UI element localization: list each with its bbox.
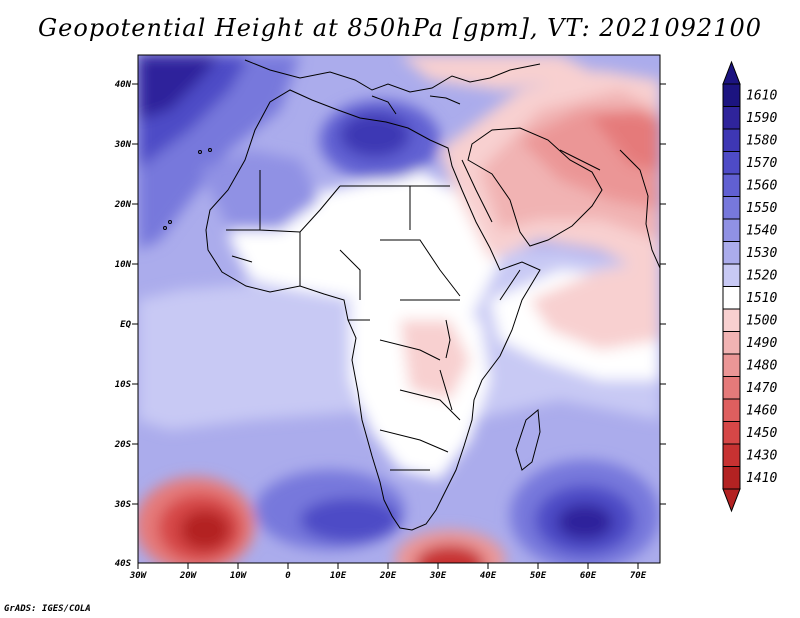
colorbar-label: 1490 <box>746 336 777 351</box>
colorbar-swatch <box>722 196 741 220</box>
lat-label-20s: 20S <box>114 440 132 450</box>
colorbar-swatch <box>722 151 741 175</box>
coastlines <box>163 59 660 531</box>
longitude-ticks <box>137 563 639 569</box>
colorbar-label: 1470 <box>746 381 777 396</box>
colorbar-arrow-top <box>722 60 741 85</box>
colorbar-label: 1500 <box>746 313 777 328</box>
colorbar-swatch <box>722 263 741 287</box>
colorbar-swatch <box>722 398 741 422</box>
colorbar-swatch <box>722 218 741 242</box>
colorbar-label: 1460 <box>746 403 777 418</box>
colorbar-label: 1590 <box>746 111 777 126</box>
colorbar-label: 1580 <box>746 133 777 148</box>
lon-label-10w: 10W <box>230 571 248 581</box>
lat-label-40s: 40S <box>115 559 132 569</box>
colorbar-label: 1560 <box>746 178 777 193</box>
lat-label-eq: EQ <box>120 320 131 330</box>
longitude-labels: 30W 20W 10W 0 10E 20E 30E 40E 50E 60E 70… <box>129 571 647 581</box>
lon-label-50e: 50E <box>530 571 547 581</box>
colorbar-swatch <box>722 128 741 152</box>
colorbar-swatch <box>722 443 741 467</box>
lon-label-20w: 20W <box>179 571 198 581</box>
colorbar-swatch <box>722 308 741 332</box>
grads-credit: GrADS: IGES/COLA <box>4 604 91 614</box>
map-title: Geopotential Height at 850hPa [gpm], VT:… <box>38 14 762 42</box>
colorbar-swatch <box>722 241 741 265</box>
colorbar-label: 1570 <box>746 156 777 171</box>
colorbar-swatch <box>722 466 741 490</box>
height-field <box>138 55 660 563</box>
colorbar-swatch <box>722 83 741 107</box>
colorbar-swatch <box>722 353 741 377</box>
lat-label-40n: 40N <box>115 80 132 90</box>
colorbar-swatch <box>722 173 741 197</box>
lon-label-40e: 40E <box>480 571 497 581</box>
colorbar-label: 1610 <box>746 88 777 103</box>
map-frame <box>137 54 661 564</box>
lon-label-20e: 20E <box>379 571 397 581</box>
lat-label-10n: 10N <box>115 260 132 270</box>
lon-label-10e: 10E <box>330 571 347 581</box>
lon-label-30w: 30W <box>129 571 148 581</box>
lon-label-30e: 30E <box>429 571 447 581</box>
lat-label-30s: 30S <box>114 500 132 510</box>
lat-label-30n: 30N <box>114 140 132 150</box>
latitude-labels: 40N 30N 20N 10N EQ 10S 20S 30S 40S <box>114 80 132 569</box>
lon-label-0: 0 <box>285 571 291 581</box>
lon-label-60e: 60E <box>580 571 597 581</box>
colorbar-label: 1540 <box>746 223 777 238</box>
colorbar-swatch <box>722 331 741 355</box>
lon-label-70e: 70E <box>630 571 647 581</box>
colorbar-label: 1410 <box>746 471 777 486</box>
lat-label-10s: 10S <box>115 380 132 390</box>
colorbar-arrow-bottom <box>722 488 741 513</box>
colorbar: 1610 1590 1580 1570 1560 1550 1540 1530 1520 1510… <box>722 60 777 513</box>
colorbar-label: 1530 <box>746 246 777 261</box>
lat-label-20n: 20N <box>114 200 132 210</box>
colorbar-label: 1550 <box>746 201 777 216</box>
colorbar-swatch <box>722 106 741 130</box>
colorbar-label: 1510 <box>746 291 777 306</box>
colorbar-swatch <box>722 421 741 445</box>
latitude-ticks <box>132 83 666 505</box>
colorbar-swatch <box>722 376 741 400</box>
colorbar-swatch <box>722 286 741 310</box>
colorbar-label: 1430 <box>746 448 777 463</box>
colorbar-label: 1450 <box>746 426 777 441</box>
colorbar-label: 1480 <box>746 358 777 373</box>
colorbar-label: 1520 <box>746 268 777 283</box>
